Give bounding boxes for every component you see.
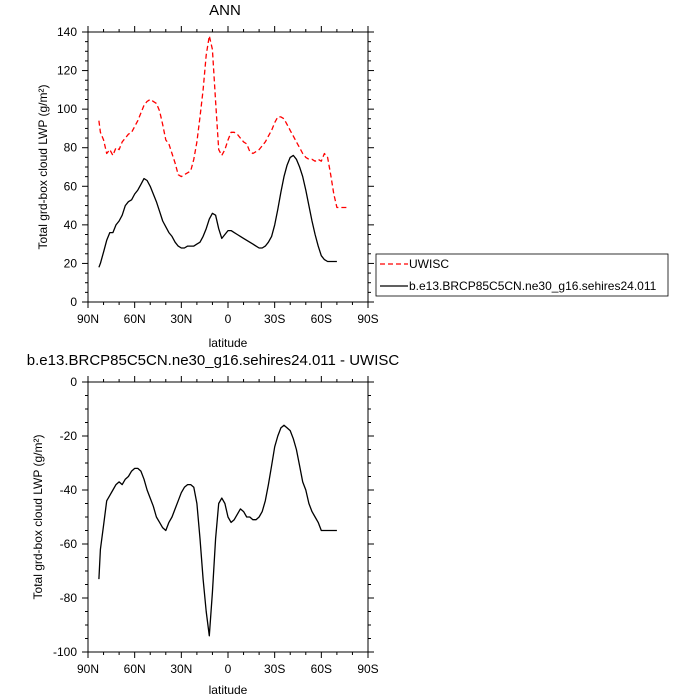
x-tick-label: 60N <box>124 312 146 326</box>
top-chart-ticks <box>82 26 374 308</box>
bottom-y-axis-label: Total grd-box cloud LWP (g/m²) <box>31 435 45 600</box>
x-tick-label: 60N <box>124 662 146 676</box>
top-y-axis-label: Total grd-box cloud LWP (g/m²) <box>36 85 50 250</box>
bottom-x-axis-label: latitude <box>209 683 248 697</box>
x-tick-label: 60S <box>311 662 332 676</box>
y-tick-label: -60 <box>60 537 78 551</box>
y-tick-label: 60 <box>64 179 78 193</box>
legend: UWISC b.e13.BRCP85C5CN.ne30_g16.sehires2… <box>375 253 669 297</box>
y-tick-label: -80 <box>60 591 78 605</box>
y-tick-label: 40 <box>64 218 78 232</box>
y-tick-label: 0 <box>70 295 77 309</box>
series-line-uwisc <box>98 35 350 209</box>
top-plot-frame <box>87 31 369 303</box>
legend-frame <box>375 253 669 297</box>
top-x-axis-label: latitude <box>209 336 248 350</box>
legend-label-uwisc: UWISC <box>409 257 449 271</box>
bottom-chart-tick-labels: 90N 60N 30N 0 30S 60S 90S -100 -80 -60 -40 -20 0 <box>53 375 379 676</box>
x-tick-label: 90N <box>77 662 99 676</box>
x-tick-label: 30S <box>264 312 285 326</box>
bottom-chart-series <box>98 424 337 637</box>
y-tick-label: -100 <box>53 645 77 659</box>
bottom-plot-frame <box>87 381 369 653</box>
y-tick-label: 120 <box>57 64 77 78</box>
x-tick-label: 30N <box>170 312 192 326</box>
x-tick-label: 90S <box>357 312 378 326</box>
bottom-chart: b.e13.BRCP85C5CN.ne30_g16.sehires24.011 … <box>27 352 400 697</box>
y-tick-label: 100 <box>57 102 77 116</box>
y-tick-label: 80 <box>64 141 78 155</box>
legend-label-model: b.e13.BRCP85C5CN.ne30_g16.sehires24.011 <box>409 279 657 293</box>
x-tick-label: 90N <box>77 312 99 326</box>
bottom-chart-ticks <box>82 376 374 658</box>
y-tick-label: -40 <box>60 483 78 497</box>
y-tick-label: 20 <box>64 256 78 270</box>
y-tick-label: 140 <box>57 25 77 39</box>
x-tick-label: 0 <box>225 662 232 676</box>
x-tick-label: 30N <box>170 662 192 676</box>
top-chart-title: ANN <box>209 2 241 19</box>
y-tick-label: 0 <box>70 375 77 389</box>
series-line-model <box>98 154 337 268</box>
top-chart-series <box>98 35 350 268</box>
series-line-difference <box>98 424 337 637</box>
x-tick-label: 30S <box>264 662 285 676</box>
top-chart-tick-labels: 90N 60N 30N 0 30S 60S 90S 0 20 40 60 80 100 120 140 <box>57 25 379 326</box>
bottom-chart-title: b.e13.BRCP85C5CN.ne30_g16.sehires24.011 … <box>27 352 400 369</box>
y-tick-label: -20 <box>60 429 78 443</box>
x-tick-label: 0 <box>225 312 232 326</box>
top-chart: ANN 90N 60N 30N 0 30S 60S 90S 0 20 40 60 80 100 120 14… <box>36 2 669 350</box>
x-tick-label: 90S <box>357 662 378 676</box>
x-tick-label: 60S <box>311 312 332 326</box>
